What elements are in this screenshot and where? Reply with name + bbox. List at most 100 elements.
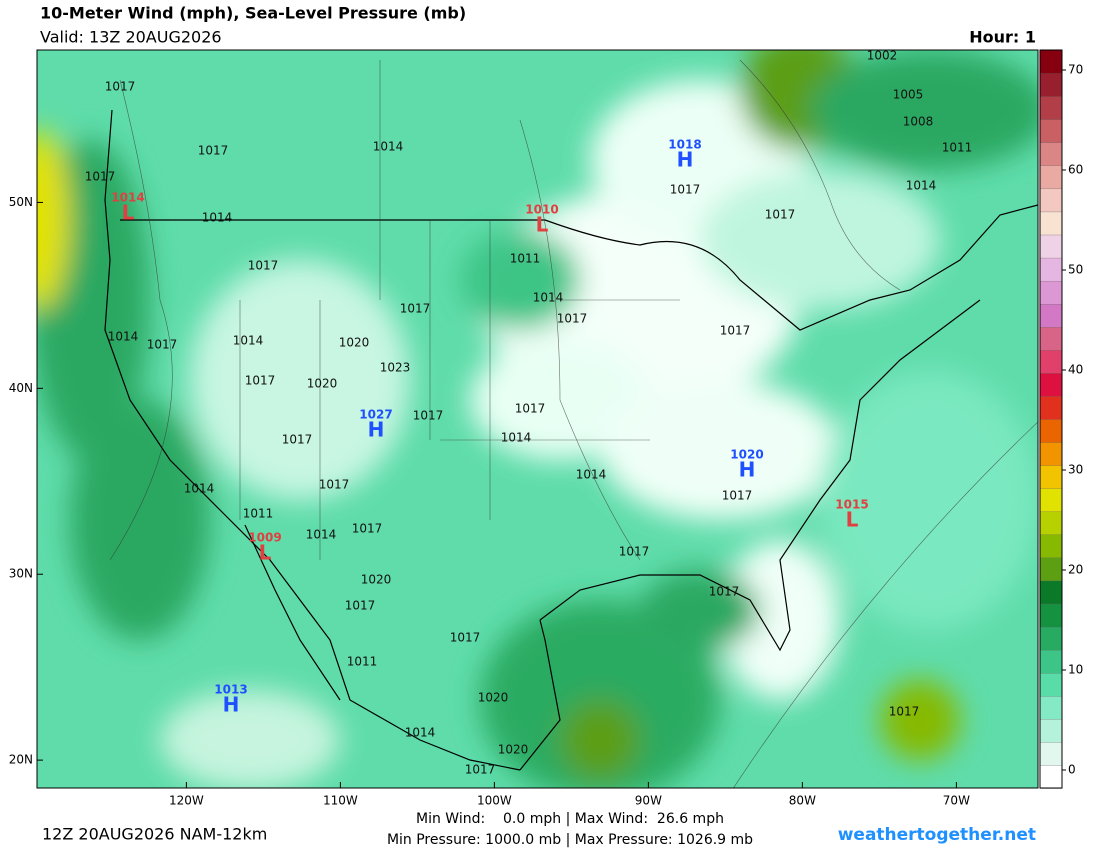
- isobar-label: 1017: [465, 763, 496, 777]
- isobar-label: 1014: [405, 726, 436, 740]
- colorbar-band: [1039, 557, 1063, 582]
- isobar-label: 1014: [906, 179, 937, 193]
- colorbar-band: [1039, 211, 1063, 236]
- isobar-label: 1017: [105, 80, 136, 94]
- colorbar-band: [1039, 603, 1063, 628]
- colorbar-band: [1039, 142, 1063, 166]
- colorbar-tick-label: 60: [1068, 163, 1083, 177]
- isobar-label: 1020: [307, 377, 338, 391]
- pressure-stats: Min Pressure: 1000.0 mb | Max Pressure: …: [387, 832, 753, 848]
- center-letter: H: [739, 458, 756, 482]
- center-letter: L: [259, 541, 272, 565]
- colorbar-band: [1039, 672, 1063, 697]
- isobar-label: 1017: [85, 170, 116, 184]
- colorbar-band: [1039, 764, 1063, 789]
- colorbar-band: [1039, 395, 1063, 420]
- center-value: 1018: [668, 138, 701, 152]
- colorbar-band: [1039, 741, 1063, 766]
- colorbar-band: [1039, 349, 1063, 374]
- isobar-label: 1017: [709, 585, 740, 599]
- lat-tick-label: 50N: [9, 195, 33, 209]
- map-frame: [36, 49, 1039, 789]
- forecast-hour: Hour: 1: [969, 28, 1036, 47]
- wind-stats: Min Wind: 0.0 mph | Max Wind: 26.6 mph: [416, 811, 724, 827]
- colorbar-band: [1039, 441, 1063, 466]
- lon-tick-label: 120W: [169, 794, 204, 808]
- lon-tick-label: 110W: [323, 794, 358, 808]
- isobar-label: 1014: [533, 291, 564, 305]
- colorbar-frame: [1039, 49, 1063, 789]
- isobar-label: 1005: [893, 88, 924, 102]
- colorbar-band: [1039, 326, 1063, 351]
- colorbar-tick-label: 10: [1068, 663, 1083, 677]
- colorbar-band: [1039, 257, 1063, 282]
- colorbar-band: [1039, 626, 1063, 651]
- isobar-label: 1014: [501, 431, 532, 445]
- isobar-label: 1017: [450, 631, 481, 645]
- center-letter: L: [846, 508, 859, 532]
- colorbar-band: [1039, 72, 1063, 97]
- isobar-label: 1017: [557, 312, 588, 326]
- colorbar-band: [1039, 464, 1063, 489]
- lat-tick-label: 30N: [9, 567, 33, 581]
- lon-tick-label: 100W: [477, 794, 512, 808]
- colorbar-tick-label: 40: [1068, 363, 1083, 377]
- isobar-label: 1020: [498, 743, 529, 757]
- lon-tick-label: 90W: [635, 794, 662, 808]
- site-link[interactable]: weathertogether.net: [838, 825, 1036, 845]
- colorbar-band: [1039, 372, 1063, 397]
- isobar-label: 1017: [245, 374, 276, 388]
- colorbar-band: [1039, 95, 1063, 120]
- isobar-label: 1017: [198, 144, 229, 158]
- isobar-label: 1017: [889, 705, 920, 719]
- colorbar-band: [1039, 280, 1063, 305]
- center-letter: H: [677, 148, 694, 172]
- lat-tick-label: 40N: [9, 381, 33, 395]
- isobar-label: 1023: [380, 361, 411, 375]
- isobar-label: 1020: [478, 691, 509, 705]
- center-letter: H: [368, 418, 385, 442]
- colorbar-band: [1039, 49, 1063, 74]
- isobar-label: 1017: [319, 478, 350, 492]
- isobar-label: 1017: [720, 324, 751, 338]
- colorbar-band: [1039, 119, 1063, 143]
- colorbar-band: [1039, 234, 1063, 259]
- isobar-label: 1011: [510, 252, 541, 266]
- colorbar-band: [1039, 303, 1063, 328]
- colorbar-band: [1039, 165, 1063, 190]
- center-value: 1013: [214, 683, 247, 697]
- isobar-label: 1017: [282, 433, 313, 447]
- center-value: 1010: [525, 203, 558, 217]
- colorbar-tick-label: 20: [1068, 563, 1083, 577]
- isobar-label: 1011: [942, 141, 973, 155]
- colorbar-tick-label: 0: [1068, 763, 1076, 777]
- isobar-label: 1011: [243, 507, 274, 521]
- isobar-label: 1017: [619, 545, 650, 559]
- colorbar-band: [1039, 418, 1063, 443]
- isobar-label: 1002: [867, 49, 898, 63]
- isobar-label: 1020: [361, 573, 392, 587]
- valid-time: Valid: 13Z 20AUG2026: [40, 28, 222, 47]
- isobar-label: 1014: [306, 528, 337, 542]
- lon-tick-label: 70W: [943, 794, 970, 808]
- center-letter: L: [122, 201, 135, 225]
- isobar-label: 1017: [765, 208, 796, 222]
- center-value: 1015: [835, 498, 868, 512]
- colorbar-band: [1039, 511, 1063, 535]
- lat-tick-label: 20N: [9, 753, 33, 767]
- isobar-label: 1017: [722, 489, 753, 503]
- isobar-label: 1014: [373, 140, 404, 154]
- colorbar-band: [1039, 695, 1063, 720]
- colorbar-tick-label: 30: [1068, 463, 1083, 477]
- colorbar-band: [1039, 580, 1063, 605]
- center-value: 1020: [730, 448, 763, 462]
- isobar-label: 1017: [248, 259, 279, 273]
- center-value: 1014: [111, 191, 144, 205]
- center-value: 1027: [359, 408, 392, 422]
- isobar-label: 1011: [347, 655, 378, 669]
- isobar-label: 1014: [576, 468, 607, 482]
- isobar-label: 1017: [413, 409, 444, 423]
- isobar-label: 1017: [515, 402, 546, 416]
- isobar-label: 1020: [339, 336, 370, 350]
- isobar-label: 1017: [345, 599, 376, 613]
